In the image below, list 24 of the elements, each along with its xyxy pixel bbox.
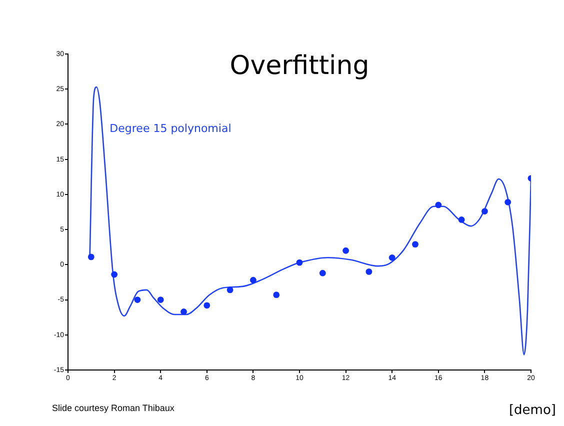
point <box>273 292 280 298</box>
point <box>180 308 187 315</box>
text: Slide courtesy Roman Thibaux <box>52 403 174 413</box>
point <box>504 198 512 206</box>
point <box>111 271 118 278</box>
point <box>366 268 372 275</box>
point <box>226 286 234 294</box>
point <box>88 254 94 260</box>
point <box>458 216 465 223</box>
point <box>296 259 303 266</box>
point <box>204 302 210 309</box>
point <box>157 296 164 303</box>
series-label: Degree 15 polynomial <box>110 122 232 135</box>
point <box>342 247 349 254</box>
point <box>134 296 141 303</box>
point <box>388 254 396 261</box>
point <box>435 202 442 208</box>
chart-title: Overfitting <box>230 50 370 81</box>
point <box>250 276 256 284</box>
line-series <box>89 86 531 356</box>
point <box>482 208 488 214</box>
point <box>319 270 326 276</box>
point <box>412 241 418 248</box>
text: [demo] <box>508 403 556 418</box>
